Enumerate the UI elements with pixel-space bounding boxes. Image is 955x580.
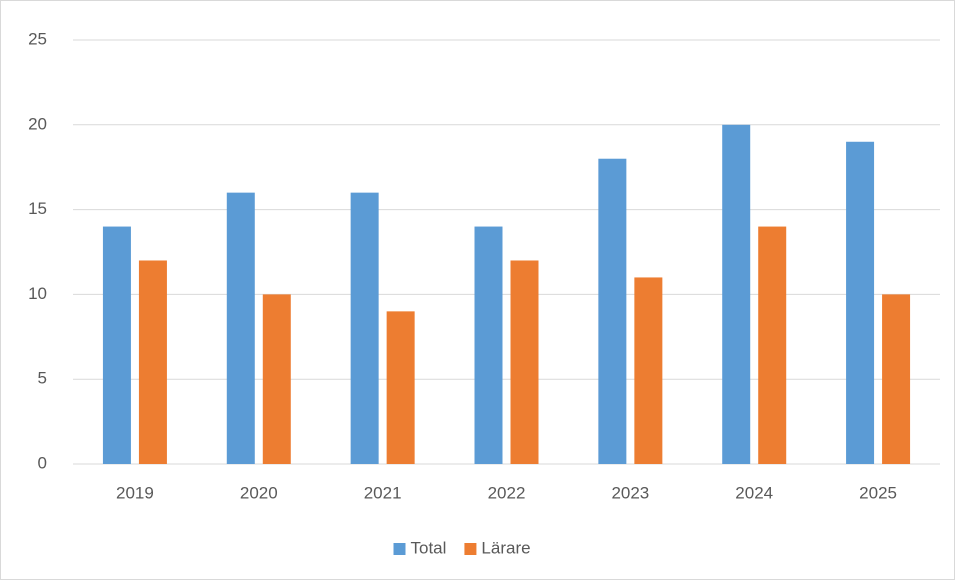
legend-label: Total [411,538,447,557]
x-tick-label: 2022 [488,483,526,502]
x-tick-label: 2019 [116,483,154,502]
y-tick-label: 5 [38,369,47,388]
bar [758,226,787,464]
bar [634,277,663,464]
bar [722,124,751,465]
bar [262,294,291,464]
y-tick-label: 0 [38,453,47,472]
bar [350,192,379,464]
y-tick-label: 10 [28,284,47,303]
bar [598,158,627,464]
legend-label: Lärare [481,538,530,557]
bar [882,294,911,464]
bar [846,141,875,464]
x-tick-label: 2021 [364,483,402,502]
bar [138,260,167,464]
y-tick-label: 25 [28,29,47,48]
x-tick-label: 2025 [859,483,897,502]
x-tick-label: 2020 [240,483,278,502]
x-tick-label: 2024 [735,483,773,502]
bar [226,192,255,464]
y-tick-label: 20 [28,114,47,133]
bar [102,226,131,464]
y-tick-label: 15 [28,199,47,218]
x-tick-label: 2023 [611,483,649,502]
bar [474,226,503,464]
bar [510,260,539,464]
bar [386,311,415,464]
legend-swatch [393,543,406,555]
legend-swatch [464,543,477,555]
